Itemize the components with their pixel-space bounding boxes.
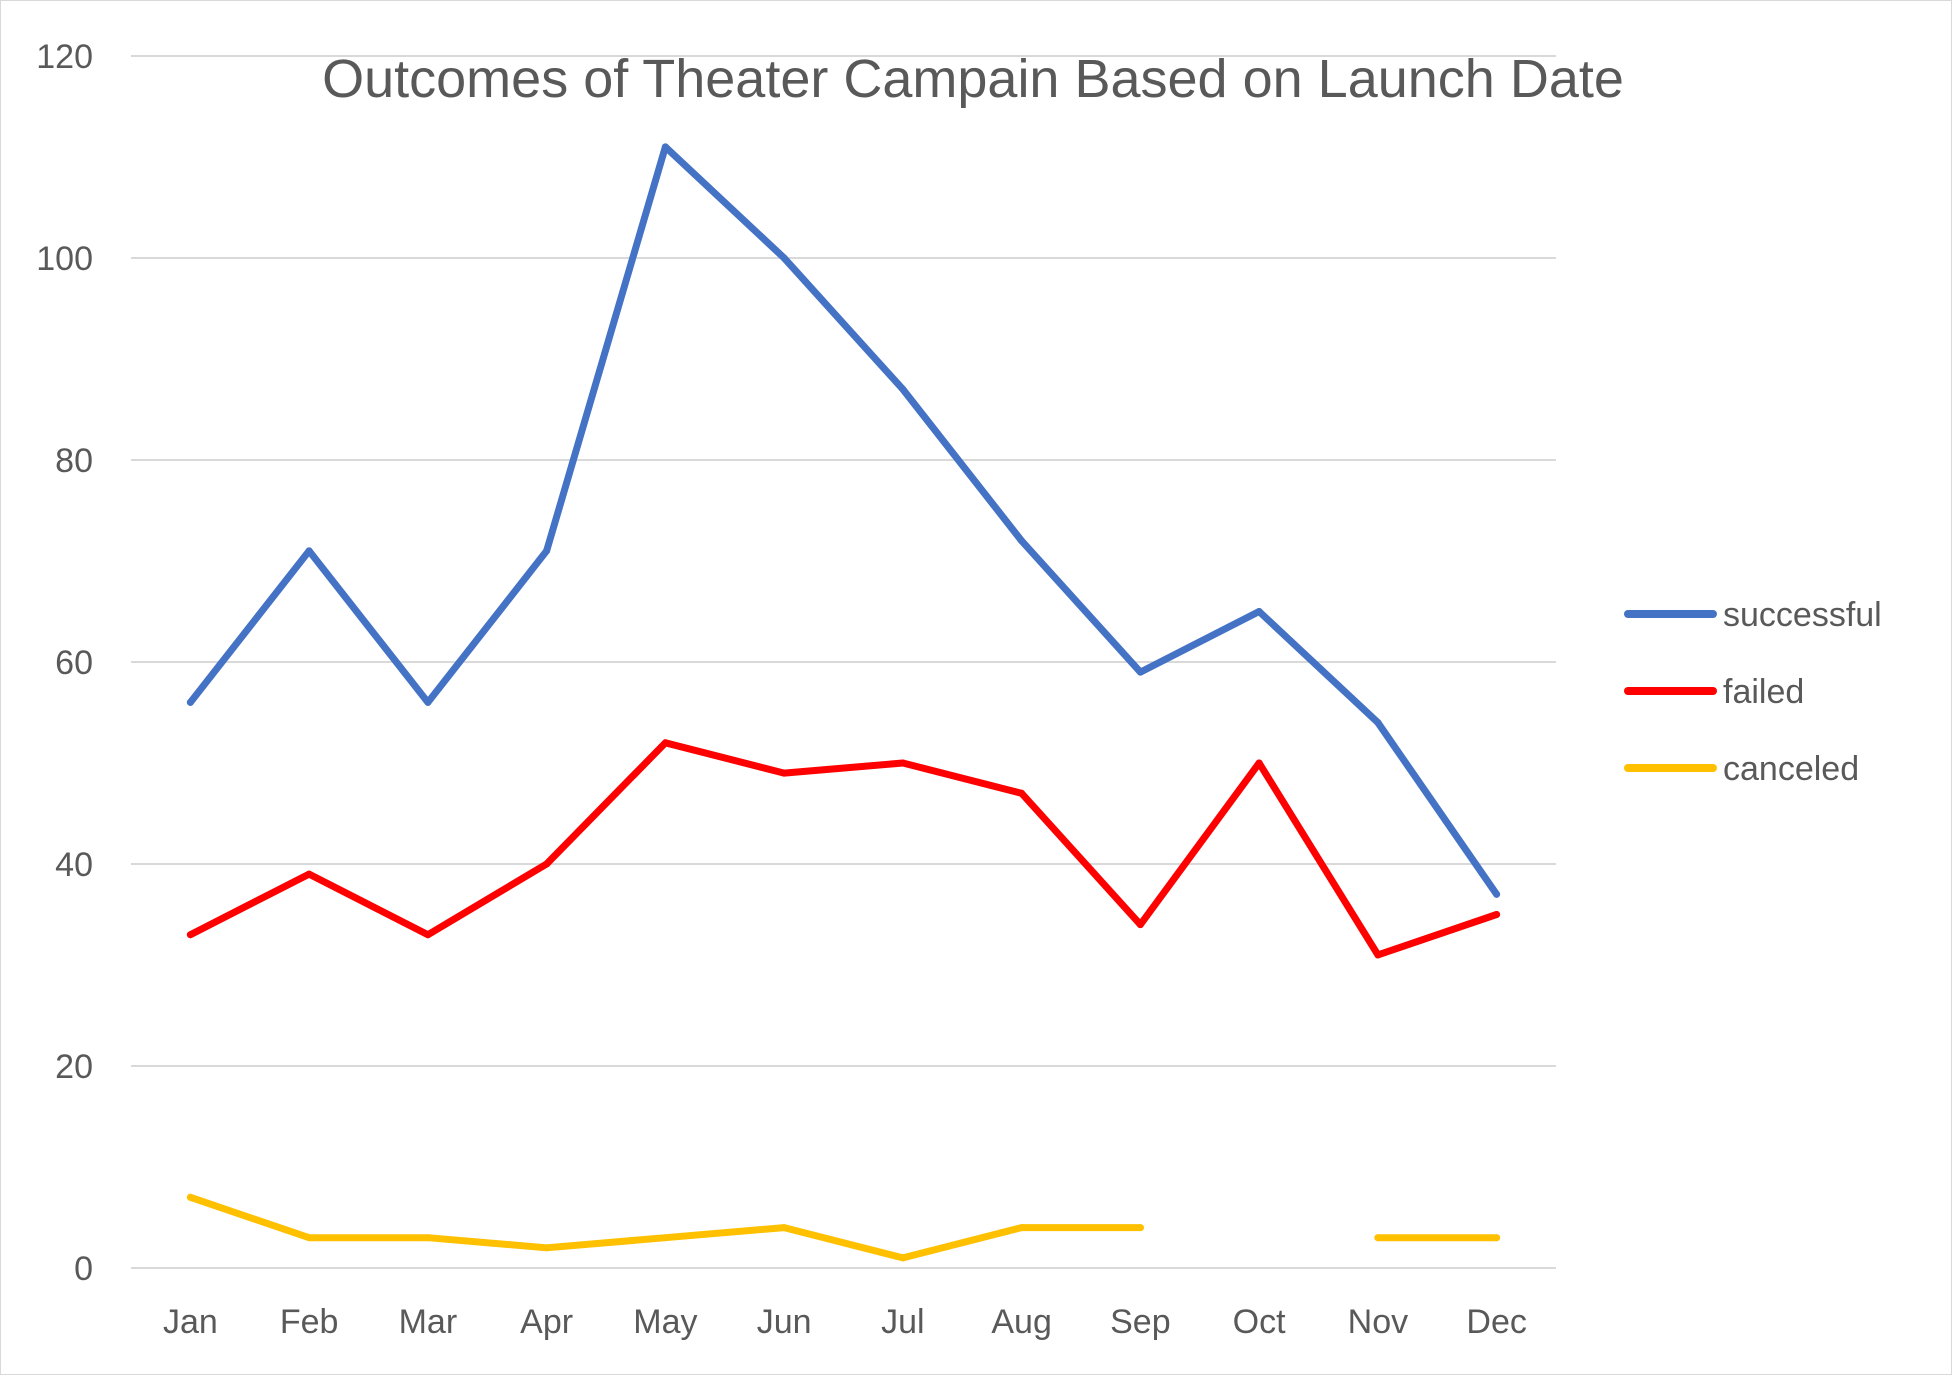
data-point-canceled (1136, 1224, 1144, 1232)
data-point-successful (186, 698, 194, 706)
data-point-canceled (424, 1234, 432, 1242)
x-tick-label: May (633, 1303, 697, 1341)
y-tick-label: 100 (36, 240, 93, 278)
x-tick-label: Sep (1110, 1303, 1171, 1341)
legend-label: canceled (1723, 750, 1859, 788)
data-point-failed (780, 769, 788, 777)
data-point-failed (661, 739, 669, 747)
data-point-failed (543, 860, 551, 868)
data-point-successful (1255, 608, 1263, 615)
x-axis-ticks: Jan Feb Mar Apr May Jun Jul Aug Sep Oct Nov Dec (163, 1303, 1527, 1341)
y-tick-label: 80 (55, 442, 93, 480)
data-point-failed (186, 931, 194, 939)
data-point-canceled (661, 1234, 669, 1242)
data-point-successful (1493, 890, 1501, 898)
chart-title: Outcomes of Theater Campain Based on Lau… (322, 49, 1624, 109)
legend: successful failed canceled (1624, 596, 1882, 788)
data-point-canceled (1493, 1234, 1501, 1242)
y-tick-label: 120 (36, 38, 93, 76)
data-point-failed (1255, 759, 1263, 767)
y-tick-label: 60 (55, 644, 93, 682)
x-tick-label: Dec (1466, 1303, 1526, 1341)
x-tick-label: Nov (1348, 1303, 1408, 1341)
legend-item-failed: failed (1624, 673, 1804, 711)
data-point-failed (1018, 789, 1026, 797)
data-point-successful (1018, 537, 1026, 545)
x-tick-label: Apr (520, 1303, 573, 1341)
x-tick-label: Jan (163, 1303, 218, 1341)
data-point-canceled (305, 1234, 313, 1242)
data-point-failed (1493, 911, 1501, 918)
legend-item-successful: successful (1624, 596, 1882, 634)
x-tick-label: Aug (991, 1303, 1052, 1341)
data-point-failed (1136, 921, 1144, 929)
data-point-successful (899, 385, 907, 393)
data-point-canceled (1018, 1224, 1026, 1232)
legend-label: successful (1723, 596, 1882, 634)
data-point-successful (780, 254, 788, 262)
data-point-successful (1136, 668, 1144, 676)
x-tick-label: Jul (881, 1303, 924, 1341)
data-point-failed (424, 931, 432, 939)
data-point-canceled (899, 1254, 907, 1262)
data-point-canceled (1374, 1234, 1382, 1242)
data-point-failed (899, 759, 907, 767)
x-tick-label: Feb (280, 1303, 339, 1341)
y-tick-label: 20 (55, 1048, 93, 1086)
data-point-canceled (780, 1224, 788, 1232)
data-point-successful (543, 547, 551, 555)
gridlines (131, 55, 1556, 1269)
y-axis-ticks: 0 20 40 60 80 100 120 (36, 38, 93, 1288)
x-tick-label: Oct (1233, 1303, 1286, 1341)
y-tick-label: 0 (74, 1250, 93, 1288)
y-tick-label: 40 (55, 846, 93, 884)
x-tick-label: Jun (757, 1303, 812, 1341)
data-point-failed (305, 870, 313, 878)
data-point-successful (661, 143, 669, 151)
series-line-failed (186, 739, 1501, 959)
data-point-canceled (543, 1244, 551, 1252)
series-lines (186, 143, 1501, 1262)
data-point-successful (424, 698, 432, 706)
legend-item-canceled: canceled (1624, 750, 1859, 788)
series-line-successful (186, 143, 1501, 898)
data-point-successful (1374, 719, 1382, 727)
series-line-canceled (186, 1193, 1501, 1262)
legend-label: failed (1723, 673, 1804, 711)
x-tick-label: Mar (399, 1303, 458, 1341)
data-point-canceled (186, 1193, 194, 1201)
data-point-failed (1374, 951, 1382, 959)
data-point-successful (305, 547, 313, 555)
